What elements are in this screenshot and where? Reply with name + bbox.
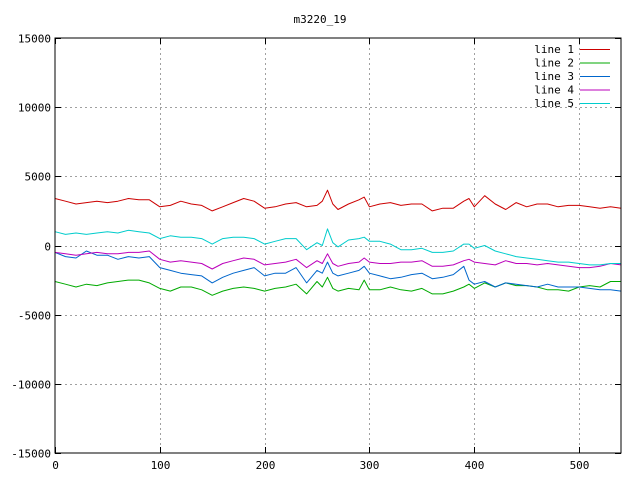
x-tick-label: 100 — [151, 459, 171, 472]
y-tick-label: 10000 — [18, 102, 51, 115]
y-tick-label: 15000 — [18, 33, 51, 46]
grid — [55, 38, 621, 453]
y-tick-label: 5000 — [25, 171, 52, 184]
series-line-2 — [54, 276, 621, 296]
x-tick-label: 0 — [52, 459, 59, 472]
legend-label: line 3 — [534, 70, 574, 83]
x-axis: 0 100 200 300 400 500 — [52, 38, 589, 472]
y-axis: -15000 -10000 -5000 0 5000 10000 15000 — [11, 33, 621, 461]
legend-label: line 2 — [534, 57, 574, 70]
series-line-5 — [54, 228, 621, 266]
series-line-4 — [54, 250, 622, 270]
series-line-3 — [54, 250, 622, 292]
y-tick-label: -10000 — [11, 379, 51, 392]
y-tick-label: -15000 — [11, 448, 51, 461]
plot-frame — [54, 37, 622, 454]
legend-label: line 4 — [534, 84, 574, 97]
legend-label: line 5 — [534, 97, 574, 110]
x-tick-label: 300 — [360, 459, 380, 472]
x-tick-label: 500 — [570, 459, 590, 472]
series-group — [54, 189, 622, 296]
legend-label: line 1 — [534, 43, 574, 56]
x-tick-label: 400 — [465, 459, 485, 472]
y-tick-label: -5000 — [18, 310, 51, 323]
chart-title: m3220_19 — [294, 13, 347, 26]
series-line-1 — [54, 189, 622, 212]
x-tick-label: 200 — [256, 459, 276, 472]
y-tick-label: 0 — [44, 241, 51, 254]
